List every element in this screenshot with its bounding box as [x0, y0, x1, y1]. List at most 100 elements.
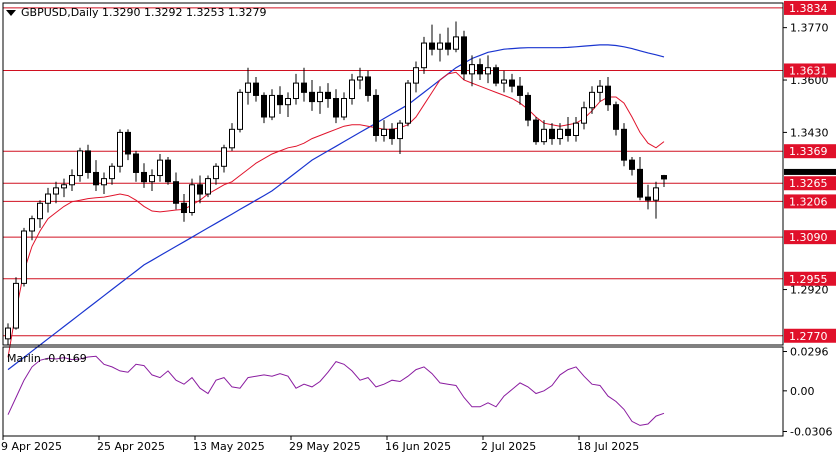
- osc-tick-label: 0.0296: [790, 346, 829, 359]
- bull-candle-body: [53, 187, 59, 195]
- level-price-tag: 1.3265: [784, 176, 836, 191]
- bear-candle-body: [325, 91, 331, 100]
- bull-candle-body: [117, 131, 123, 167]
- level-tag-text: 1.3090: [789, 231, 828, 244]
- level-tag-text: 1.3834: [789, 2, 828, 15]
- bull-candle-body: [149, 175, 155, 183]
- level-tag-background: [784, 328, 836, 343]
- candle: [29, 215, 35, 241]
- oscillator-header: Marlin -0.0169: [7, 352, 87, 365]
- candlesticks: [5, 21, 667, 345]
- candle: [445, 27, 451, 56]
- bull-candle-body: [205, 178, 211, 195]
- bull-candle-body: [229, 128, 235, 149]
- bear-candle-body: [621, 128, 627, 161]
- bear-candle-body: [517, 85, 523, 96]
- candle: [501, 70, 507, 93]
- bear-candle-body: [165, 159, 171, 183]
- bull-candle-body: [221, 147, 227, 167]
- bear-candle-body: [253, 82, 259, 96]
- bear-candle-body: [645, 196, 651, 201]
- bull-candle-body: [501, 79, 507, 84]
- candle: [605, 76, 611, 111]
- bear-candle-body: [637, 168, 643, 198]
- candle: [365, 70, 371, 102]
- candle: [405, 80, 411, 127]
- bear-candle-body: [549, 128, 555, 140]
- candle: [109, 163, 115, 185]
- candle: [453, 21, 459, 53]
- level-price-tag: 1.3369: [784, 144, 836, 159]
- bull-candle-body: [437, 42, 443, 50]
- candle: [621, 123, 627, 167]
- candle: [189, 178, 195, 216]
- bear-candle-body: [277, 94, 283, 106]
- candle: [69, 169, 75, 191]
- bull-candle-body: [61, 184, 67, 189]
- level-price-tag: 1.2955: [784, 271, 836, 286]
- bear-candle-body: [477, 64, 483, 75]
- level-price-tag: 1.3631: [784, 63, 836, 78]
- bear-candle-body: [261, 94, 267, 118]
- candle: [317, 86, 323, 114]
- candle: [277, 86, 283, 114]
- osc-tick-label: 0.00: [790, 385, 815, 398]
- bear-candle-body: [429, 42, 435, 50]
- candle: [93, 160, 99, 191]
- bull-candle-body: [101, 178, 107, 186]
- candle: [389, 123, 395, 145]
- level-tag-text: 1.3369: [789, 145, 828, 158]
- bull-candle-body: [581, 107, 587, 124]
- bear-candle-body: [613, 104, 619, 130]
- candle: [597, 80, 603, 102]
- candle: [581, 101, 587, 130]
- candle: [525, 92, 531, 127]
- fast-moving-average-line: [7, 71, 665, 358]
- candle: [373, 89, 379, 142]
- candle: [357, 67, 363, 90]
- candle: [149, 169, 155, 191]
- collapse-triangle-icon[interactable]: [6, 10, 16, 16]
- level-tag-text: 1.2770: [789, 330, 828, 343]
- candle: [173, 172, 179, 210]
- bear-candle-body: [493, 67, 499, 84]
- bull-candle-body: [589, 91, 595, 109]
- symbol-ohlc-label: GBPUSD,Daily 1.3290 1.3292 1.3253 1.3279: [21, 6, 266, 19]
- bull-candle-body: [213, 165, 219, 180]
- bull-candle-body: [37, 202, 43, 220]
- candle: [261, 92, 267, 124]
- bull-candle-body: [77, 150, 83, 177]
- bear-candle-body: [173, 181, 179, 204]
- bear-candle-body: [301, 82, 307, 93]
- candle: [181, 194, 187, 222]
- bull-candle-body: [45, 193, 51, 204]
- level-tag-background: [784, 176, 836, 191]
- candle: [309, 80, 315, 111]
- candle: [541, 120, 547, 145]
- candle: [285, 92, 291, 117]
- marlin-oscillator-line: [7, 355, 665, 426]
- candle: [61, 178, 67, 198]
- level-tag-background: [784, 194, 836, 209]
- bull-candle-body: [381, 128, 387, 136]
- candle: [117, 129, 123, 173]
- oscillator-label: Marlin -0.0169: [7, 352, 87, 365]
- current-price-marker: [784, 168, 836, 175]
- candle: [381, 120, 387, 142]
- date-tick-label: 9 Apr 2025: [1, 440, 62, 453]
- bear-candle-body: [333, 98, 339, 118]
- bear-candle-body: [461, 36, 467, 75]
- horizontal-levels: [3, 7, 783, 337]
- candle: [509, 73, 515, 93]
- candle: [421, 36, 427, 74]
- candle: [429, 24, 435, 56]
- candle: [293, 73, 299, 105]
- bear-candle-body: [445, 42, 451, 50]
- candle: [661, 174, 667, 187]
- candle: [13, 277, 19, 330]
- bear-candle-body: [365, 76, 371, 96]
- candle: [325, 83, 331, 108]
- candle: [533, 117, 539, 145]
